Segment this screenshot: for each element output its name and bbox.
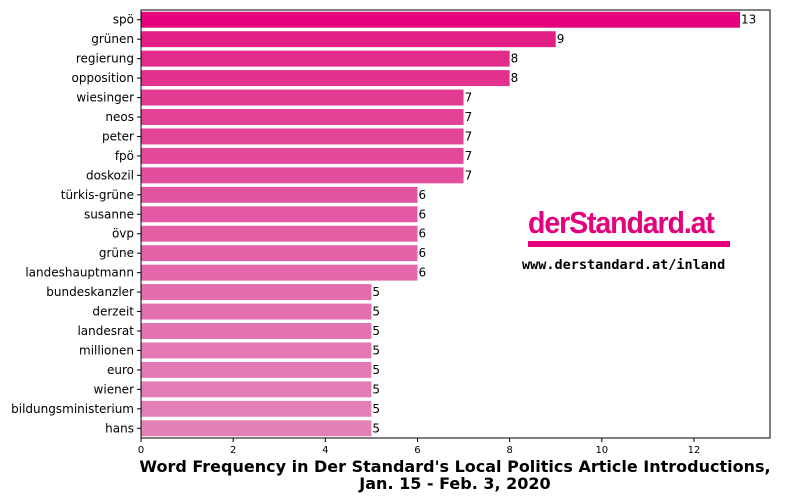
bar-regierung (141, 50, 510, 67)
x-tick-label: 10 (595, 445, 608, 456)
value-label: 6 (418, 246, 426, 260)
bar-neos (141, 109, 464, 125)
x-tick-label: 8 (506, 445, 512, 456)
value-label: 5 (372, 421, 380, 435)
value-label: 6 (418, 188, 426, 202)
category-label: wiesinger (76, 91, 134, 105)
value-label: 5 (372, 402, 380, 416)
bar-landeshauptmann (141, 264, 418, 281)
value-label: 5 (372, 285, 380, 299)
bar-övp (141, 225, 418, 242)
category-label: hans (105, 421, 134, 435)
bar-derzeit (141, 303, 372, 320)
bar-wiesinger (141, 89, 464, 106)
bar-hans (141, 420, 372, 437)
value-label: 5 (372, 363, 380, 377)
category-label: regierung (76, 52, 134, 66)
value-label: 13 (741, 13, 756, 27)
x-tick-label: 2 (230, 445, 236, 456)
category-label: millionen (79, 343, 134, 357)
category-label: spö (113, 13, 134, 27)
chart-title-line-2: Jan. 15 - Feb. 3, 2020 (359, 474, 551, 493)
bar-peter (141, 128, 464, 145)
category-label: doskozil (86, 168, 134, 182)
value-label: 5 (372, 305, 380, 319)
bar-grüne (141, 245, 418, 262)
value-label: 7 (465, 91, 473, 105)
value-label: 8 (511, 71, 519, 85)
category-label: opposition (72, 71, 135, 85)
bar-doskozil (141, 167, 464, 184)
category-label: peter (102, 129, 134, 143)
value-label: 6 (418, 227, 426, 241)
category-label: fpö (115, 149, 134, 163)
category-label: euro (107, 363, 134, 377)
bar-susanne (141, 206, 418, 223)
bar-euro (141, 361, 372, 378)
derstandard-logo: derStandard.at (528, 206, 734, 247)
x-tick-label: 4 (322, 445, 328, 456)
category-label: grüne (99, 246, 134, 260)
category-label: bundeskanzler (46, 285, 134, 299)
category-label: övp (112, 227, 134, 241)
category-label: türkis-grüne (61, 188, 134, 202)
logo-wordmark: derStandard.at (528, 205, 715, 240)
value-label: 5 (372, 343, 380, 357)
logo-underline-bar (528, 241, 730, 247)
category-label: susanne (84, 207, 134, 221)
category-label: derzeit (92, 305, 134, 319)
x-tick-label: 12 (688, 445, 701, 456)
x-tick-label: 0 (138, 445, 144, 456)
bar-wiener (141, 381, 372, 398)
category-label: neos (105, 110, 134, 124)
value-label: 7 (465, 110, 473, 124)
logo-url: www.derstandard.at/inland (522, 257, 726, 273)
bar-opposition (141, 70, 510, 87)
value-label: 5 (372, 382, 380, 396)
value-label: 6 (418, 266, 426, 280)
bar-grünen (141, 31, 556, 48)
value-label: 7 (465, 129, 473, 143)
category-label: landesrat (77, 324, 134, 338)
category-label: grünen (91, 32, 134, 46)
x-tick-label: 6 (414, 445, 420, 456)
x-axis-ticks: 0 2 4 6 8 10 12 (138, 438, 701, 456)
value-label: 7 (465, 149, 473, 163)
plot-frame (140, 9, 771, 439)
value-label: 8 (511, 52, 519, 66)
value-labels: 13 9 8 8 7 7 7 7 7 6 6 6 6 6 5 5 5 5 5 5 5 5 (372, 13, 756, 436)
bar-bundeskanzler (141, 284, 372, 301)
bar-millionen (141, 342, 372, 359)
category-labels: spö grünen regierung opposition wiesinger neo… (11, 13, 141, 435)
category-label: bildungsministerium (11, 402, 134, 416)
bar-landesrat (141, 323, 372, 339)
chart-title-line-1: Word Frequency in Der Standard's Local P… (139, 457, 771, 476)
category-label: landeshauptmann (25, 266, 134, 280)
value-label: 6 (418, 207, 426, 221)
value-label: 7 (465, 168, 473, 182)
bar-bildungsministerium (141, 400, 372, 417)
value-label: 5 (372, 324, 380, 338)
category-label: wiener (94, 382, 135, 396)
value-label: 9 (557, 32, 565, 46)
bars-group (141, 11, 741, 437)
bar-fpö (141, 147, 464, 164)
chart-title: Word Frequency in Der Standard's Local P… (120, 458, 790, 492)
bar-spö (141, 11, 741, 28)
bar-türkis-grüne (141, 186, 418, 203)
